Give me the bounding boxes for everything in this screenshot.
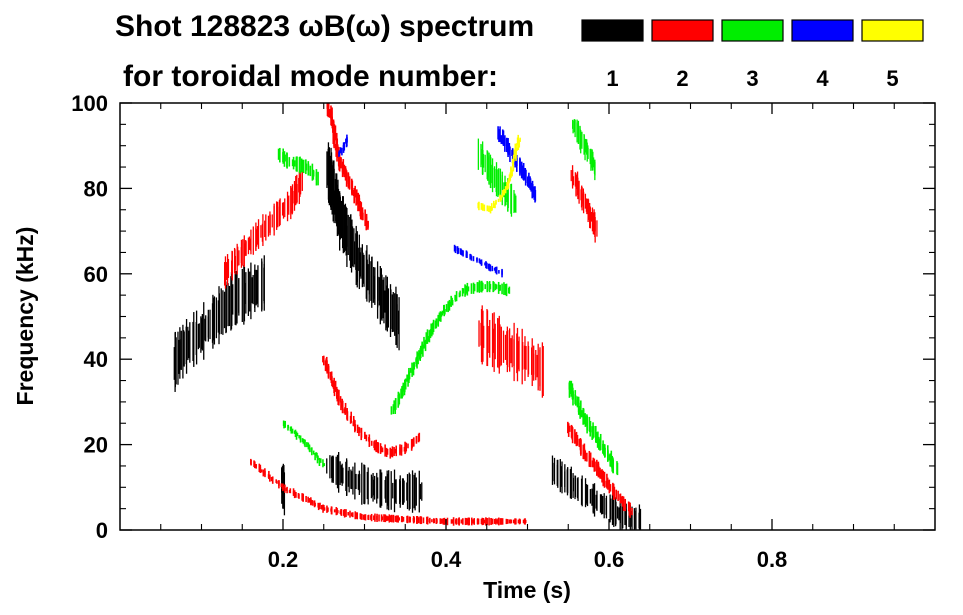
legend-swatch-mode-4 <box>791 19 854 42</box>
chart-title: Shot 128823 ωB(ω) spectrum <box>115 10 534 43</box>
spectral-feature-mode-2-5 <box>224 170 303 289</box>
spectral-feature-mode-3-14 <box>477 138 517 217</box>
spectral-feature-mode-1-2 <box>326 142 400 351</box>
legend-label-mode-3: 3 <box>746 66 758 91</box>
spectral-feature-mode-3-12 <box>277 147 319 186</box>
spectral-feature-mode-2-10 <box>570 165 598 243</box>
spectral-feature-mode-3-17 <box>282 420 326 468</box>
spectral-feature-mode-3-16 <box>568 380 619 476</box>
y-tick-label: 80 <box>84 176 108 201</box>
spectral-feature-mode-2-9 <box>567 421 633 518</box>
spectral-feature-mode-1-3 <box>326 452 423 513</box>
legend-label-mode-2: 2 <box>676 66 688 91</box>
spectral-feature-mode-2-8 <box>478 305 544 398</box>
y-tick-label: 60 <box>84 262 108 287</box>
y-tick-label: 40 <box>84 347 108 372</box>
axis-ticks: 0.2 0.4 0.6 0.8 0 20 40 60 80 100 <box>71 91 935 572</box>
x-tick-label: 0.8 <box>757 547 788 572</box>
y-tick-label: 0 <box>96 518 108 543</box>
spectral-feature-mode-4-18 <box>497 126 537 203</box>
x-tick-label: 0.6 <box>594 547 625 572</box>
y-tick-label: 20 <box>84 433 108 458</box>
x-tick-label: 0.2 <box>268 547 299 572</box>
x-axis-label: Time (s) <box>483 577 571 603</box>
mode-legend: 1 2 3 4 5 <box>581 19 924 91</box>
legend-label-mode-1: 1 <box>606 66 618 91</box>
spectral-feature-mode-1-1 <box>281 463 286 516</box>
legend-swatch-mode-2 <box>651 19 714 42</box>
spectral-feature-mode-5-21 <box>477 134 521 214</box>
legend-label-mode-5: 5 <box>886 66 898 91</box>
spectral-feature-mode-4-19 <box>453 244 503 278</box>
legend-swatch-mode-3 <box>721 19 784 42</box>
x-tick-label: 0.4 <box>431 547 462 572</box>
chart-subtitle: for toroidal mode number: <box>123 60 498 93</box>
spectral-feature-mode-1-0 <box>173 255 265 392</box>
y-axis-label: Frequency (kHz) <box>12 227 38 406</box>
legend-label-mode-4: 4 <box>816 66 829 91</box>
spectral-feature-mode-3-15 <box>572 119 596 181</box>
y-tick-label: 100 <box>71 91 108 116</box>
legend-swatch-mode-1 <box>581 19 644 42</box>
spectral-feature-mode-1-4 <box>551 455 642 530</box>
spectral-feature-mode-2-11 <box>250 458 527 526</box>
spectral-feature-mode-2-7 <box>322 355 421 459</box>
spectral-feature-mode-4-20 <box>338 134 348 157</box>
spectrum-marks <box>173 103 642 530</box>
legend-swatch-mode-5 <box>861 19 924 42</box>
spectral-feature-mode-3-13 <box>390 280 511 415</box>
spectral-feature-mode-2-6 <box>326 103 369 231</box>
